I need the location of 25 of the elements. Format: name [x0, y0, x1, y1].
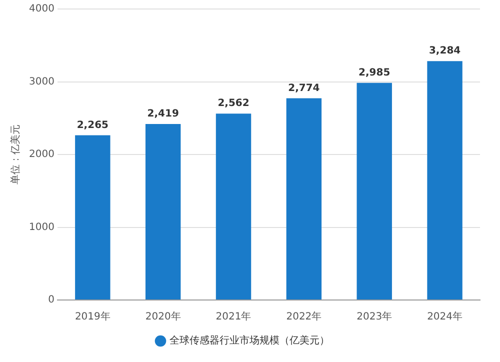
- data-label: 2,265: [76, 120, 109, 131]
- bar: [356, 82, 392, 300]
- bar: [286, 98, 322, 300]
- data-label: 2,985: [358, 67, 390, 78]
- x-tick-label: 2022年: [286, 310, 322, 323]
- data-label: 2,419: [147, 108, 179, 120]
- y-tick-label: 0: [48, 294, 54, 306]
- bar: [216, 114, 252, 300]
- legend-label: 全球传感器行业市场规模（亿美元）: [170, 334, 330, 347]
- data-label: 2,774: [288, 82, 320, 94]
- bar: [75, 135, 110, 300]
- bar: [145, 124, 181, 300]
- x-tick-label: 2021年: [216, 310, 252, 323]
- y-axis-title: 单位：亿美元: [10, 124, 22, 184]
- x-tick-label: 2019年: [74, 310, 110, 323]
- x-tick-label: 2020年: [145, 310, 181, 323]
- y-tick-label: 2000: [28, 149, 54, 160]
- y-tick-label: 3000: [28, 76, 54, 88]
- data-label: 3,284: [428, 46, 461, 57]
- y-tick-label: 1000: [28, 222, 54, 233]
- bar: [427, 61, 462, 300]
- y-tick-label: 4000: [28, 4, 54, 15]
- data-label: 2,562: [218, 98, 250, 110]
- x-tick-label: 2023年: [356, 310, 392, 323]
- x-tick-label: 2024年: [427, 310, 463, 323]
